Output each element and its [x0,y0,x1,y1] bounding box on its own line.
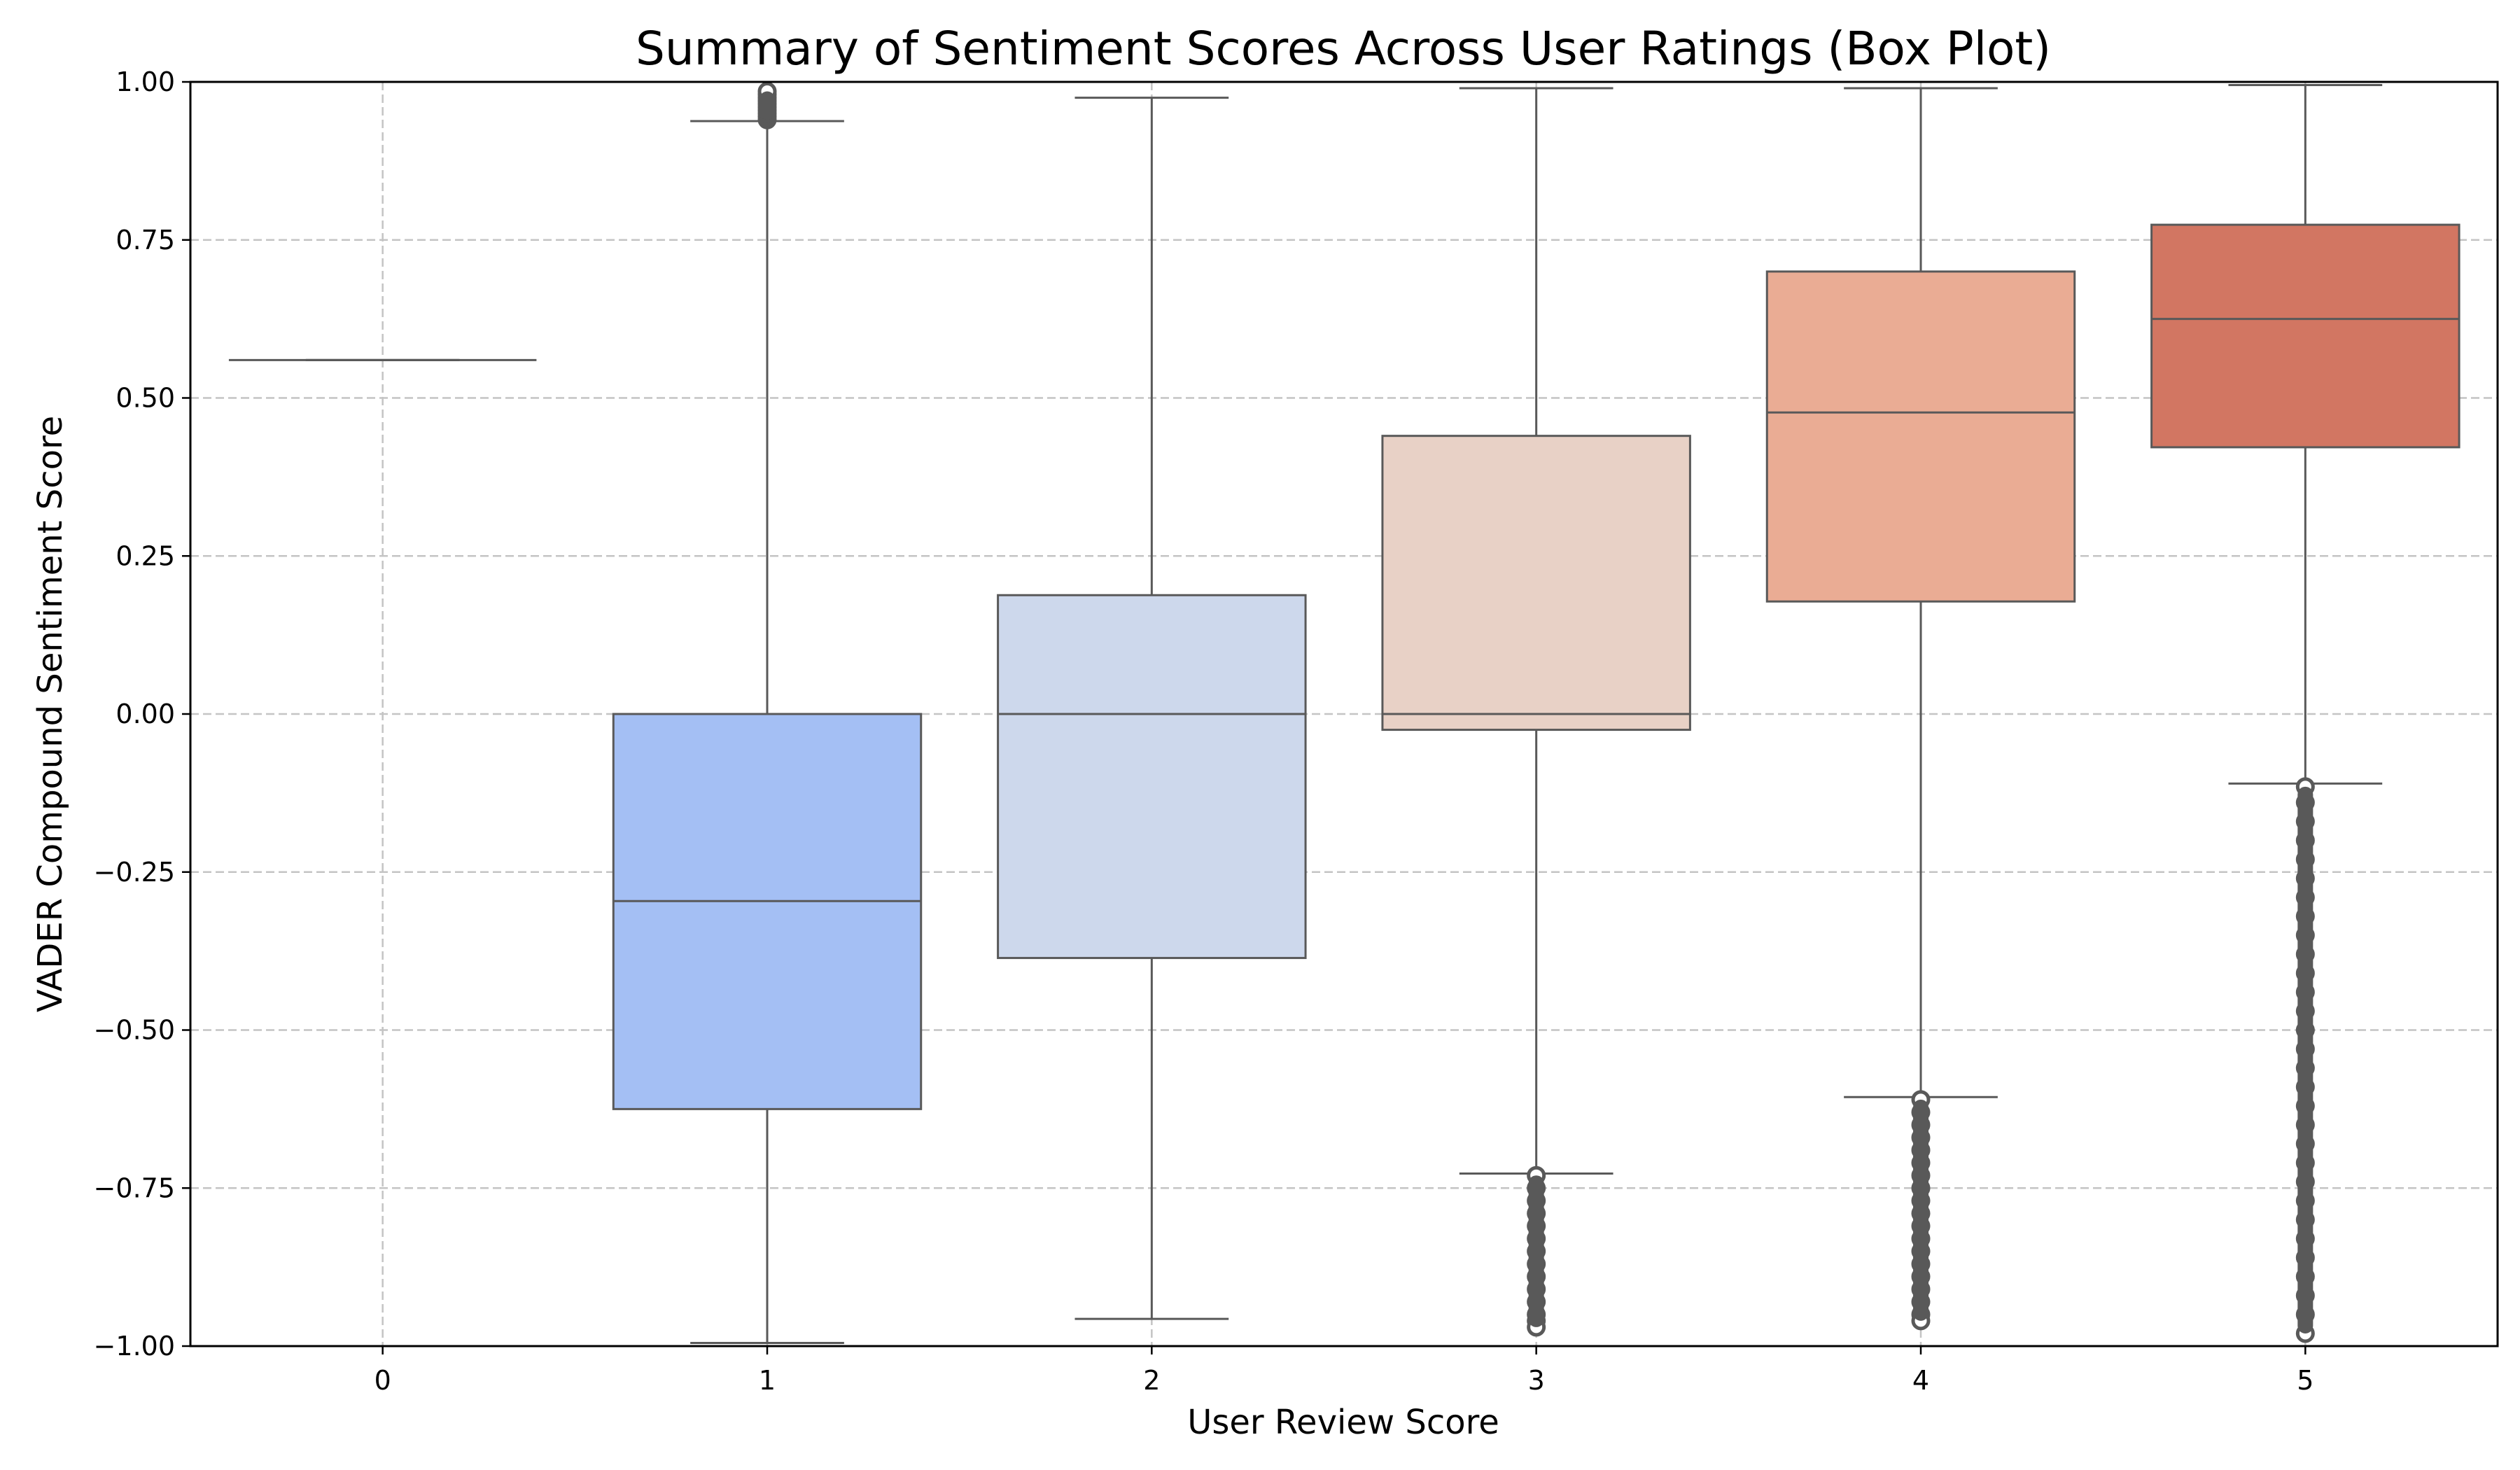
outlier-band [2297,786,2314,1334]
y-tick-label: 0.75 [115,225,175,255]
y-axis-label: VADER Compound Sentiment Score [31,416,70,1012]
y-tick-label: −1.00 [94,1331,175,1362]
x-axis-ticks: 0 1 2 3 4 5 [374,1346,2314,1396]
outlier-band [760,91,775,120]
box-group-2 [997,97,1307,1320]
x-tick-label: 2 [1143,1365,1160,1396]
box-body [1381,435,1691,732]
y-tick-label: 1.00 [115,66,175,97]
box-group-1 [612,82,923,1344]
x-tick-label: 1 [759,1365,776,1396]
box-body [1765,270,2076,603]
x-tick-label: 4 [1912,1365,1929,1396]
y-tick-label: −0.75 [94,1172,175,1203]
y-tick-label: −0.50 [94,1015,175,1046]
box-body [612,713,923,1110]
x-tick-label: 3 [1528,1365,1545,1396]
chart-title: Summary of Sentiment Scores Across User … [636,22,2051,76]
box-body [2150,223,2460,449]
outlier-band [1913,1099,1928,1321]
x-tick-label: 0 [374,1365,391,1396]
y-tick-label: 0.00 [115,699,175,729]
outlier-band [1528,1175,1544,1327]
box-group-3 [1381,87,1691,1337]
box-group-5 [2150,84,2460,1343]
y-axis-ticks: −1.00 −0.75 −0.50 −0.25 0.00 0.25 0.50 0.75 1.00 [94,66,190,1362]
y-tick-label: 0.25 [115,540,175,571]
y-tick-label: 0.50 [115,383,175,414]
y-tick-label: −0.25 [94,857,175,888]
x-axis-label: User Review Score [1187,1403,1499,1442]
box-group-4 [1765,87,2076,1331]
box-series [228,82,2460,1344]
box-body [997,594,1307,960]
x-tick-label: 5 [2297,1365,2314,1396]
